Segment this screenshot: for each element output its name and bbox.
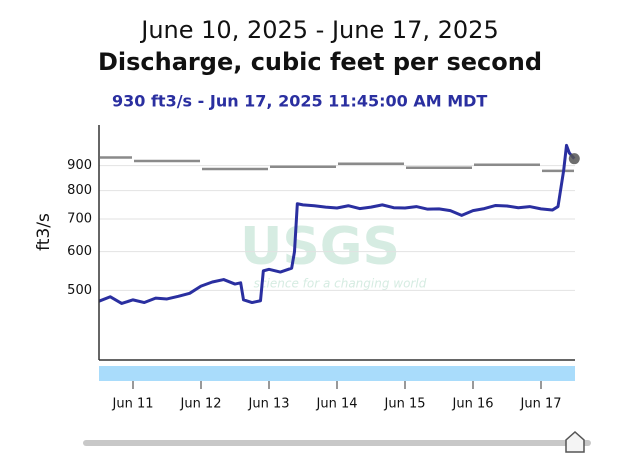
watermark-tagline: science for a changing world bbox=[254, 277, 427, 291]
slider-handle[interactable] bbox=[565, 430, 585, 453]
chart-subtitle: Discharge, cubic feet per second bbox=[98, 48, 542, 76]
plot-area bbox=[98, 143, 580, 305]
axis-labels: 500 600 700 800 900 Jun 11 Jun 12 Jun 13 Jun 14 J… bbox=[67, 158, 561, 411]
discharge-line bbox=[98, 143, 576, 305]
latest-value: 930 ft3/s - Jun 17, 2025 11:45:00 AM MDT bbox=[112, 92, 487, 111]
x-tick-label: Jun 17 bbox=[520, 397, 562, 412]
approval-bar bbox=[99, 366, 575, 381]
x-tick-label: Jun 11 bbox=[112, 397, 154, 412]
y-axis-label: ft3/s bbox=[34, 213, 54, 251]
x-tick-label: Jun 14 bbox=[316, 397, 358, 412]
x-tick-label: Jun 15 bbox=[384, 397, 426, 412]
x-tick-label: Jun 16 bbox=[452, 397, 494, 412]
chart-title: June 10, 2025 - June 17, 2025 bbox=[139, 16, 498, 44]
y-tick-label: 700 bbox=[67, 211, 92, 226]
y-tick-label: 900 bbox=[67, 158, 92, 173]
y-tick-label: 800 bbox=[67, 183, 92, 198]
watermark: USGS bbox=[240, 217, 400, 277]
x-tick-label: Jun 12 bbox=[180, 397, 222, 412]
latest-point bbox=[568, 153, 580, 165]
y-tick-label: 600 bbox=[67, 244, 92, 259]
x-tick-label: Jun 13 bbox=[248, 397, 290, 412]
grid bbox=[99, 165, 575, 291]
y-tick-label: 500 bbox=[67, 283, 92, 298]
